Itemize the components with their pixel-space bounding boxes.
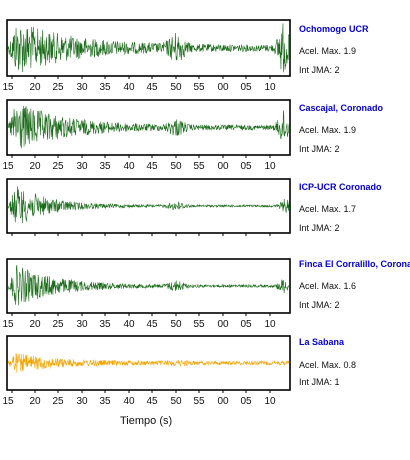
x-tick-label: 00 — [217, 82, 229, 93]
x-tick-label: 15 — [2, 161, 14, 172]
station-name-ochomogo: Ochomogo UCR — [299, 24, 369, 34]
pga-cascajal: Acel. Max. 1.9 — [299, 125, 357, 135]
x-tick-label: 40 — [123, 319, 135, 330]
jma-ochomogo: Int JMA: 2 — [299, 65, 340, 75]
panel-frame — [6, 178, 291, 234]
x-tick-label: 35 — [99, 319, 111, 330]
pga-icp-ucr: Acel. Max. 1.7 — [299, 204, 357, 214]
x-tick-label: 45 — [146, 161, 158, 172]
x-tick-label: 40 — [123, 161, 135, 172]
x-tick-label: 20 — [29, 396, 41, 407]
waveform-trace — [7, 186, 290, 224]
jma-icp-ucr: Int JMA: 2 — [299, 223, 340, 233]
x-tick-label: 30 — [76, 82, 88, 93]
x-tick-label: 10 — [264, 161, 276, 172]
x-tick-label: 30 — [76, 161, 88, 172]
x-tick-label: 55 — [193, 396, 205, 407]
x-tick-label: 45 — [146, 319, 158, 330]
x-tick-label: 45 — [146, 82, 158, 93]
x-tick-label: 30 — [76, 319, 88, 330]
x-tick-label: 10 — [264, 396, 276, 407]
waveform-trace — [7, 23, 290, 73]
panel-frame — [6, 19, 291, 77]
pga-corralillo: Acel. Max. 1.6 — [299, 281, 357, 291]
pga-ochomogo: Acel. Max. 1.9 — [299, 46, 357, 56]
x-tick-label: 40 — [123, 396, 135, 407]
station-name-cascajal: Cascajal, Coronado — [299, 103, 384, 113]
x-tick-label: 55 — [193, 82, 205, 93]
x-tick-label: 35 — [99, 161, 111, 172]
x-tick-label: 25 — [52, 161, 64, 172]
trace-panel: 15 20 25 30 35 40 45 50 55 00 05 10 — [2, 19, 291, 93]
x-tick-label: 05 — [240, 319, 252, 330]
jma-la-sabana: Int JMA: 1 — [299, 377, 340, 387]
waveform-trace — [7, 352, 290, 373]
x-tick-label: 20 — [29, 161, 41, 172]
x-tick-label: 10 — [264, 82, 276, 93]
x-tick-label: 25 — [52, 396, 64, 407]
pga-la-sabana: Acel. Max. 0.8 — [299, 360, 357, 370]
x-tick-label: 20 — [29, 82, 41, 93]
x-tick-label: 50 — [170, 161, 182, 172]
x-tick-label: 30 — [76, 396, 88, 407]
x-tick-label: 45 — [146, 396, 158, 407]
x-tick-label: 50 — [170, 319, 182, 330]
trace-panel — [6, 178, 291, 236]
panel-frame — [6, 335, 291, 391]
trace-panel: 15 20 25 30 35 40 45 50 55 00 05 10 — [2, 335, 291, 407]
x-tick-label: 00 — [217, 396, 229, 407]
x-tick-label: 00 — [217, 319, 229, 330]
panel-frame — [6, 99, 291, 156]
x-tick-label: 35 — [99, 396, 111, 407]
station-name-corralillo: Finca El Corralillo, Coronado — [299, 259, 410, 269]
x-tick-label: 25 — [52, 319, 64, 330]
x-tick-label: 35 — [99, 82, 111, 93]
x-tick-label: 55 — [193, 161, 205, 172]
x-tick-label: 20 — [29, 319, 41, 330]
trace-panel: 15 20 25 30 35 40 45 50 55 00 05 10 — [2, 258, 291, 330]
trace-panel: 15 20 25 30 35 40 45 50 55 00 05 10 — [2, 99, 291, 172]
x-tick-label: 50 — [170, 82, 182, 93]
x-tick-label: 10 — [264, 319, 276, 330]
jma-cascajal: Int JMA: 2 — [299, 144, 340, 154]
x-tick-label: 50 — [170, 396, 182, 407]
x-tick-label: 15 — [2, 396, 14, 407]
waveform-trace — [7, 265, 290, 306]
x-tick-label: 40 — [123, 82, 135, 93]
station-name-icp-ucr: ICP-UCR Coronado — [299, 182, 382, 192]
jma-corralillo: Int JMA: 2 — [299, 300, 340, 310]
x-tick-label: 55 — [193, 319, 205, 330]
panel-frame — [6, 258, 291, 314]
station-name-la-sabana: La Sabana — [299, 337, 345, 347]
x-tick-label: 05 — [240, 161, 252, 172]
x-tick-label: 25 — [52, 82, 64, 93]
x-tick-label: 15 — [2, 319, 14, 330]
waveform-trace — [7, 106, 290, 149]
x-tick-label: 05 — [240, 396, 252, 407]
x-axis-title: Tiempo (s) — [120, 415, 173, 427]
x-tick-label: 00 — [217, 161, 229, 172]
x-tick-label: 05 — [240, 82, 252, 93]
x-tick-label: 15 — [2, 82, 14, 93]
